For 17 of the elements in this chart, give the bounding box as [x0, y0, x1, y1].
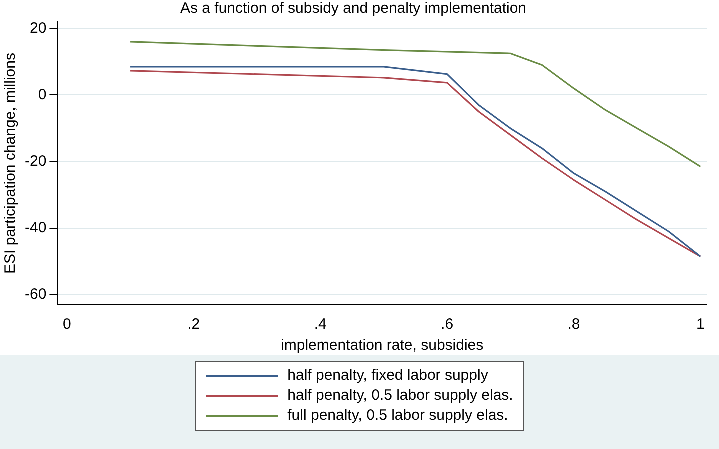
x-tick-label: 0 — [63, 316, 72, 334]
y-tick-label: 20 — [30, 20, 47, 37]
x-tick-label: .2 — [188, 316, 200, 334]
legend-label: half penalty, fixed labor supply — [288, 366, 488, 386]
x-tick-label: 1 — [696, 316, 705, 334]
legend-label: half penalty, 0.5 labor supply elas. — [288, 386, 514, 406]
x-tick-label: .4 — [314, 316, 327, 334]
x-tick-label: .6 — [441, 316, 454, 334]
y-tick-label: 0 — [38, 86, 47, 104]
chart-title: As a function of subsidy and penalty implementation — [180, 0, 527, 18]
y-axis-title: ESI participation change, millions — [2, 53, 20, 274]
x-axis-title: implementation rate, subsidies — [281, 337, 484, 354]
y-tick-label: -20 — [24, 152, 47, 170]
x-tick-label: .8 — [568, 316, 580, 334]
legend-label: full penalty, 0.5 labor supply elas. — [288, 406, 508, 426]
y-tick-label: -60 — [24, 286, 47, 304]
y-tick-label: -40 — [24, 220, 47, 237]
